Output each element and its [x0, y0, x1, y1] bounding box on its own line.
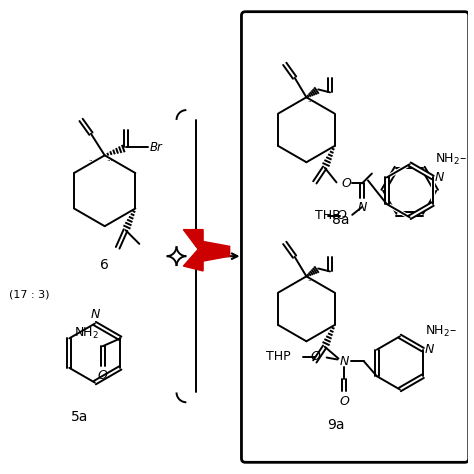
- Polygon shape: [183, 229, 229, 271]
- Text: NH$_2$–: NH$_2$–: [435, 152, 466, 167]
- Text: THP: THP: [315, 210, 339, 222]
- FancyBboxPatch shape: [241, 12, 469, 462]
- Text: O: O: [339, 395, 349, 408]
- Text: 9a: 9a: [327, 418, 345, 432]
- Text: ··: ··: [296, 278, 301, 284]
- Text: N: N: [435, 171, 444, 184]
- Text: O: O: [98, 369, 108, 382]
- Text: O: O: [311, 350, 321, 363]
- Text: ··: ··: [296, 99, 301, 105]
- Text: N: N: [90, 308, 100, 320]
- Text: O: O: [341, 177, 351, 190]
- Text: N: N: [357, 201, 367, 214]
- Text: THP: THP: [265, 350, 290, 363]
- Text: 8a: 8a: [332, 213, 350, 227]
- Text: N: N: [425, 343, 434, 356]
- Text: N: N: [340, 355, 349, 368]
- Text: (17 : 3): (17 : 3): [9, 289, 50, 299]
- Text: ··: ··: [89, 158, 93, 164]
- Text: 6: 6: [100, 257, 109, 272]
- Text: Br: Br: [150, 141, 163, 154]
- Text: ····: ····: [107, 158, 116, 164]
- Text: ····: ····: [307, 99, 316, 105]
- Text: O: O: [337, 210, 346, 222]
- Text: ····: ····: [307, 278, 316, 284]
- Text: NH$_2$: NH$_2$: [74, 326, 99, 341]
- Text: 5a: 5a: [72, 410, 89, 424]
- Text: NH$_2$–: NH$_2$–: [425, 324, 457, 339]
